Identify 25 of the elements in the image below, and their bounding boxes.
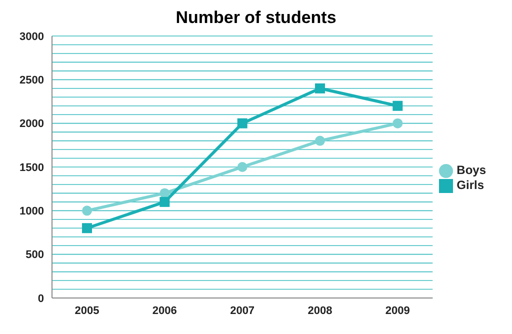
- point: [314, 136, 325, 146]
- y-tick-label: 500: [26, 249, 44, 262]
- point: [314, 83, 325, 94]
- y-tick-label: 2500: [20, 74, 44, 87]
- x-tick-label: 2008: [308, 304, 332, 317]
- x-tick-label: 2006: [152, 304, 177, 317]
- point: [82, 206, 92, 216]
- point: [392, 100, 403, 111]
- y-tick-label: 0: [38, 292, 44, 305]
- y-tick-label: 1000: [20, 206, 44, 218]
- point: [392, 118, 403, 128]
- legend-label: Girls: [456, 178, 484, 192]
- point: [82, 223, 92, 234]
- point: [160, 196, 170, 207]
- point: [237, 118, 248, 128]
- legend-label: Boys: [456, 163, 486, 178]
- y-tick-label: 2000: [20, 118, 44, 130]
- x-tick-label: 2007: [230, 304, 255, 317]
- y-tick-label: 3000: [20, 30, 44, 43]
- point: [237, 162, 248, 172]
- y-tick-label: 1500: [20, 162, 44, 174]
- chart-title: Number of students: [174, 8, 338, 29]
- point: [160, 188, 170, 198]
- x-tick-label: 2009: [385, 304, 410, 317]
- x-tick-label: 2005: [74, 304, 100, 317]
